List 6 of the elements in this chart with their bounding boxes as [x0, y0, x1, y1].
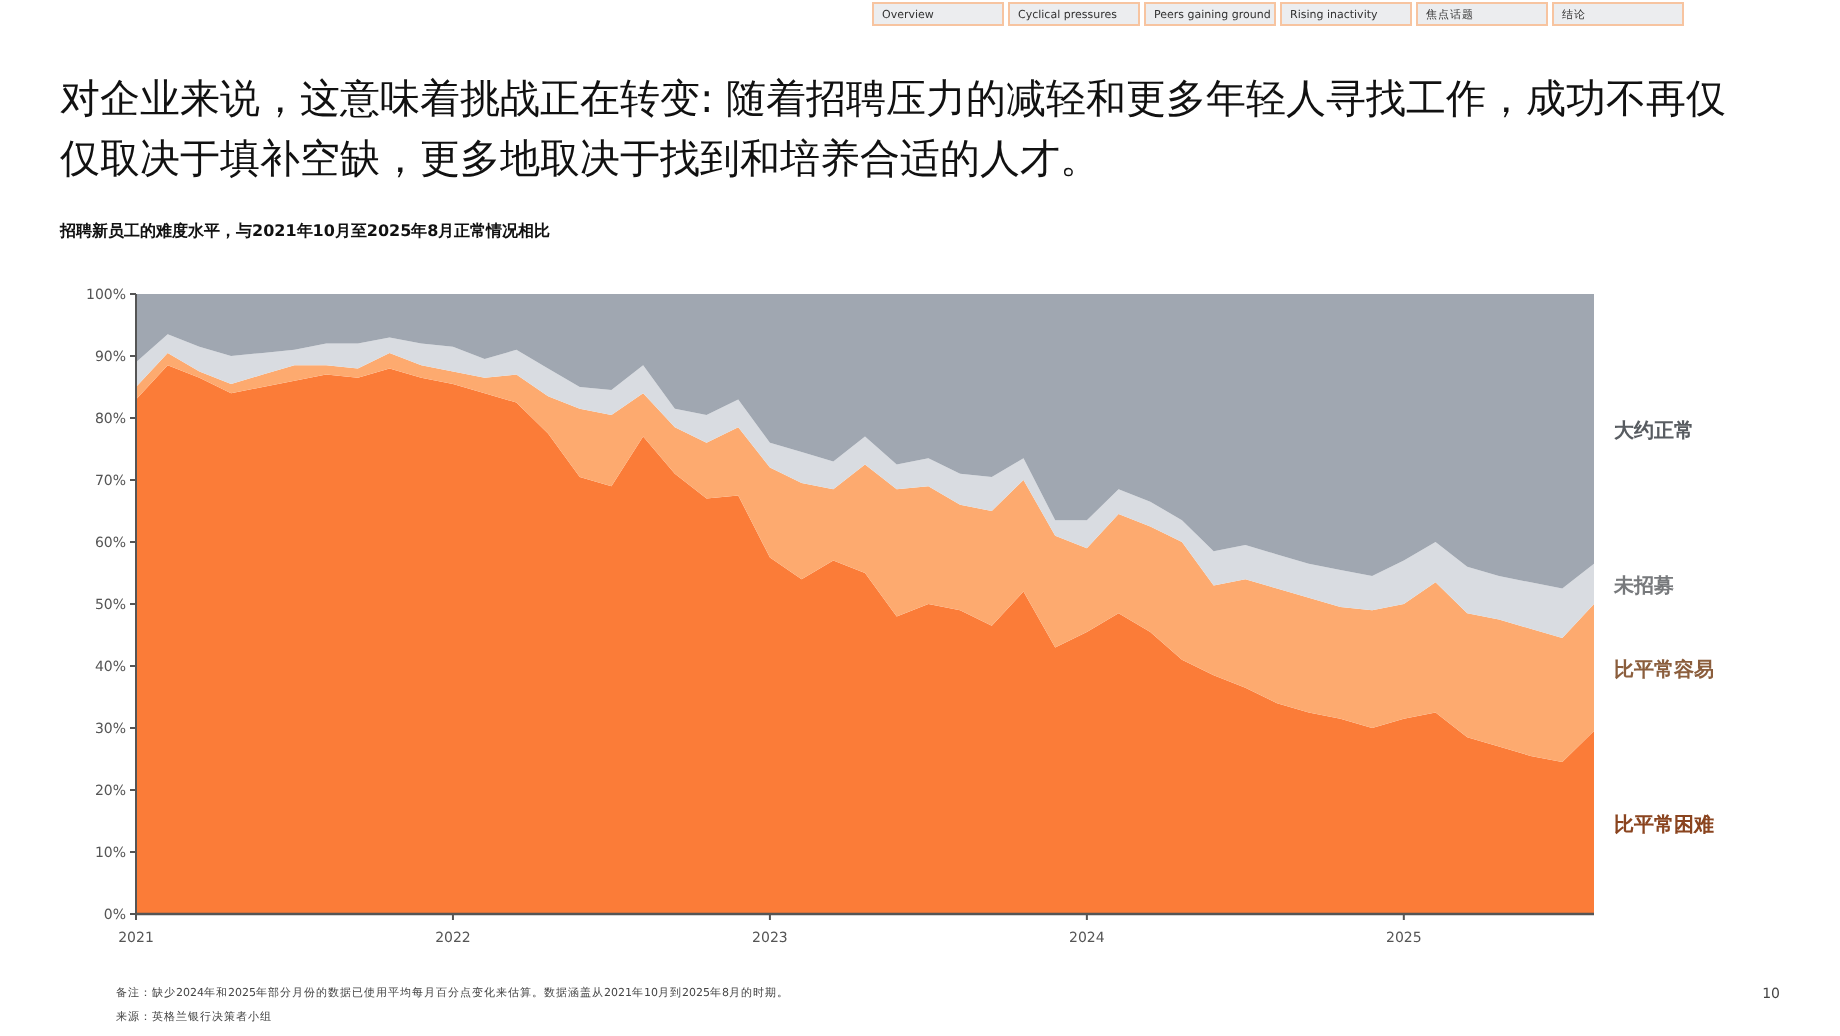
series-label: 比平常容易 — [1614, 657, 1714, 682]
title: 对企业来说，这意味着挑战正在转变: 随着招聘压力的减轻和更多年轻人寻找工作，成功不再仅仅取决于填补空缺，更多地取决于找到和培养合适的人才。 — [60, 72, 1729, 186]
subtitle: 招聘新员工的难度水平，与2021年10月至2025年8月正常情况相比 — [60, 220, 553, 242]
series-label: 比平常困难 — [1614, 812, 1714, 837]
series-label: 大约正常 — [1612, 418, 1694, 443]
series-label: 未招募 — [1612, 573, 1674, 598]
